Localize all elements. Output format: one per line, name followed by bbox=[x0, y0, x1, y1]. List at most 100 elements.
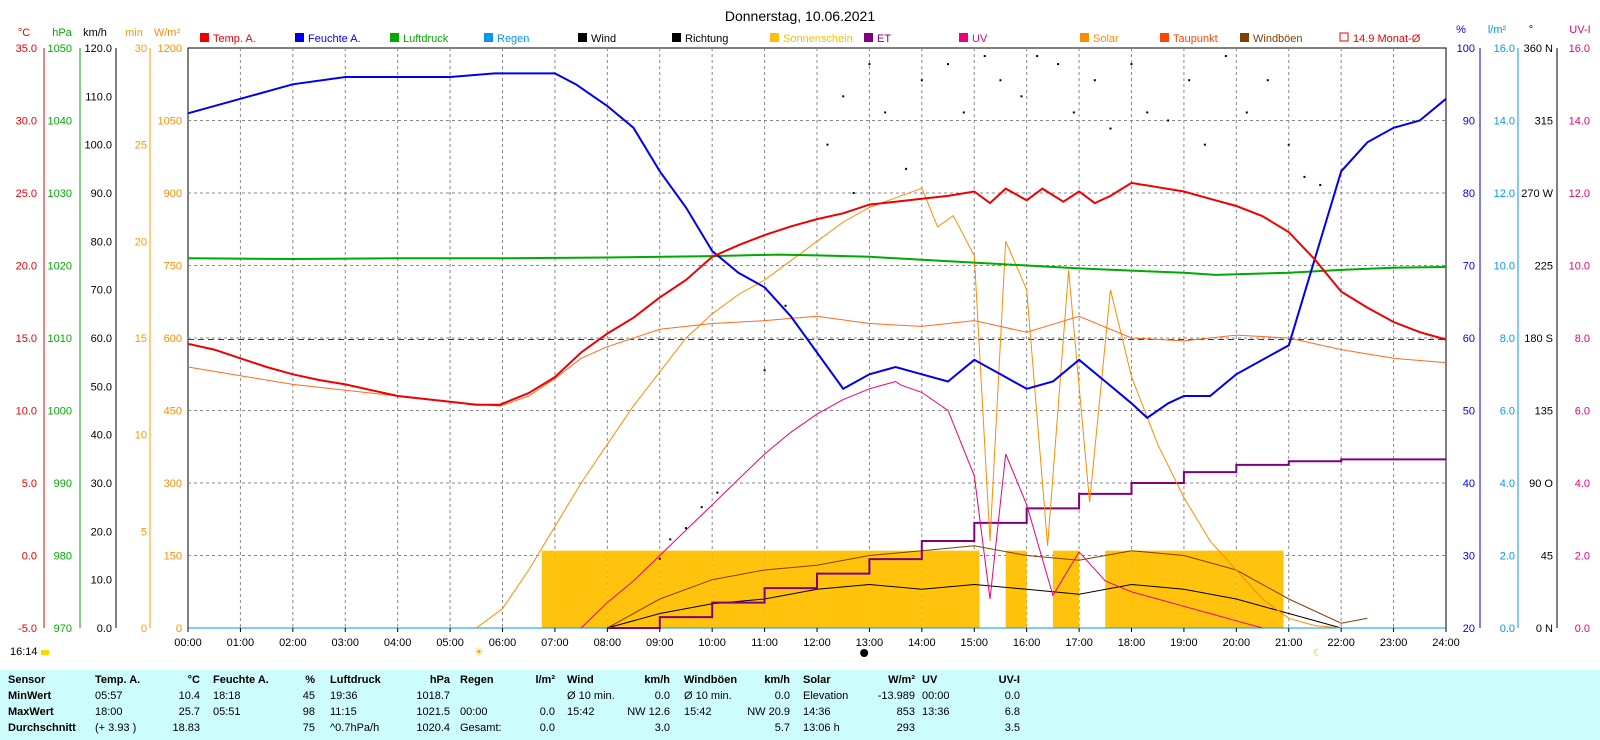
axis-tick-label: 270 W bbox=[1521, 188, 1553, 200]
direction-point bbox=[1203, 143, 1206, 146]
axis-tick-label: 1050 bbox=[48, 43, 72, 55]
stats-cell: 11:15 bbox=[330, 706, 357, 718]
axis-tick-label: 150 bbox=[164, 551, 182, 563]
x-tick-label: 10:00 bbox=[698, 637, 726, 649]
stats-cell: Solar bbox=[803, 674, 831, 686]
direction-point bbox=[983, 55, 986, 58]
axis-tick-label: 10 bbox=[135, 430, 147, 442]
stats-cell: 13:06 h bbox=[803, 722, 840, 734]
day-markers: ☀ ☾ bbox=[474, 645, 1323, 659]
stats-cell: 5.7 bbox=[774, 722, 790, 734]
axis-tick-label: -5.0 bbox=[18, 623, 37, 635]
stats-cell: % bbox=[305, 674, 315, 686]
series-line-temp-a- bbox=[187, 181, 1447, 406]
direction-point bbox=[1245, 111, 1248, 114]
sunshine-bar bbox=[1105, 550, 1132, 628]
stats-cell: Elevation bbox=[803, 690, 849, 702]
stats-cell: Ø 10 min. bbox=[567, 690, 615, 702]
legend-swatch bbox=[484, 33, 493, 42]
sunshine-bar bbox=[607, 550, 660, 628]
sun-square-icon bbox=[40, 649, 49, 655]
axis-tick-label: 20.0 bbox=[16, 261, 37, 273]
axis-tick-label: 90.0 bbox=[91, 188, 112, 200]
x-tick-label: 00:00 bbox=[174, 637, 202, 649]
x-tick-label: 01:00 bbox=[227, 637, 255, 649]
legend-swatch bbox=[200, 33, 209, 42]
axis-tick-label: 8.0 bbox=[1575, 333, 1590, 345]
stats-cell: Durchschnitt bbox=[8, 722, 76, 734]
axis-tick-label: 30 bbox=[135, 43, 147, 55]
stats-cell: -13.989 bbox=[877, 690, 915, 702]
legend: Temp. A. Feuchte A. Luftdruck Regen Wind Rich… bbox=[200, 32, 1421, 45]
stats-cell: 18.83 bbox=[172, 722, 200, 734]
stats-cell: 98 bbox=[302, 706, 315, 718]
legend-label: Temp. A. bbox=[213, 33, 256, 45]
stats-cell: Luftdruck bbox=[330, 674, 381, 686]
axis-tick-label: 1050 bbox=[158, 116, 182, 128]
stats-cell: Gesamt: bbox=[460, 722, 502, 734]
legend-label: Regen bbox=[497, 33, 529, 45]
direction-point bbox=[658, 557, 661, 560]
axis-tick-label: 0 N bbox=[1536, 623, 1553, 635]
axis-tick-label: 360 N bbox=[1524, 43, 1553, 55]
axis-unit-label: % bbox=[1456, 24, 1466, 36]
stats-cell: 45 bbox=[302, 690, 315, 702]
direction-point bbox=[1130, 63, 1133, 66]
axis-tick-label: 10.0 bbox=[16, 406, 37, 418]
stats-cell: 05:51 bbox=[213, 706, 241, 718]
legend-label: ET bbox=[877, 33, 891, 45]
stats-cell: 19:36 bbox=[330, 690, 358, 702]
axis-unit-label: ° bbox=[1529, 24, 1533, 36]
axis-tick-label: 900 bbox=[164, 188, 182, 200]
stats-cell: Regen bbox=[460, 674, 494, 686]
axis-unit-label: W/m² bbox=[154, 27, 181, 39]
direction-point bbox=[852, 192, 855, 194]
axis-tick-label: 1010 bbox=[48, 333, 72, 345]
direction-point bbox=[1188, 79, 1191, 82]
series-line-luftdruck bbox=[187, 253, 1447, 276]
direction-point bbox=[784, 304, 787, 307]
stats-row: Durchschnitt (+ 3.93 ) 18.83 75 ^0.7hPa/h 102… bbox=[0, 721, 1600, 736]
direction-point bbox=[1072, 111, 1075, 114]
axis-tick-label: 2.0 bbox=[1500, 551, 1515, 563]
stats-cell: (+ 3.93 ) bbox=[95, 722, 137, 734]
axis-tick-label: 4.0 bbox=[1575, 478, 1590, 490]
grid bbox=[188, 48, 1446, 628]
stats-cell: 00:00 bbox=[460, 706, 488, 718]
stats-cell: 18:18 bbox=[213, 690, 241, 702]
axis-tick-label: 20 bbox=[135, 236, 147, 248]
x-tick-label: 08:00 bbox=[594, 637, 622, 649]
direction-point bbox=[962, 111, 965, 114]
sunrise-icon: ☀ bbox=[474, 645, 485, 659]
stats-cell: km/h bbox=[764, 674, 790, 686]
stats-cell: Feuchte A. bbox=[213, 674, 269, 686]
direction-point bbox=[947, 63, 950, 66]
axis-tick-label: 990 bbox=[54, 478, 72, 490]
x-tick-label: 20:00 bbox=[1223, 637, 1251, 649]
x-tick-label: 11:00 bbox=[751, 637, 778, 649]
stats-cell: 293 bbox=[896, 722, 915, 734]
stats-cell: 75 bbox=[302, 722, 315, 734]
weather-chart: Donnerstag, 10.06.2021 Temp. A. Feuchte A… bbox=[16, 8, 1591, 659]
stats-cell: 1020.4 bbox=[416, 722, 450, 734]
direction-point bbox=[826, 143, 829, 146]
x-tick-label: 03:00 bbox=[331, 637, 359, 649]
axis-tick-label: 35.0 bbox=[16, 43, 37, 55]
stats-cell: NW 12.6 bbox=[627, 706, 670, 718]
direction-point bbox=[884, 111, 887, 114]
axis-tick-label: 16.0 bbox=[1569, 43, 1590, 55]
sunshine-bar bbox=[817, 550, 870, 628]
stats-cell: 3.0 bbox=[654, 722, 670, 734]
axis-tick-label: 25 bbox=[135, 140, 147, 152]
stats-row: MinWert 05:57 10.4 18:18 45 19:36 1018.7 Ø 10 m… bbox=[0, 689, 1600, 704]
axis-tick-label: 100.0 bbox=[84, 140, 112, 152]
axis-tick-label: 40 bbox=[1463, 478, 1475, 490]
stats-cell: 15:42 bbox=[567, 706, 595, 718]
axis-tick-label: 100 bbox=[1457, 43, 1475, 55]
series-line-feuchte-a- bbox=[187, 72, 1447, 420]
series-layer bbox=[187, 55, 1447, 629]
axis-tick-label: 120.0 bbox=[84, 43, 112, 55]
axis-tick-label: 80.0 bbox=[91, 236, 112, 248]
direction-point bbox=[716, 491, 719, 494]
legend-swatch bbox=[864, 33, 873, 42]
